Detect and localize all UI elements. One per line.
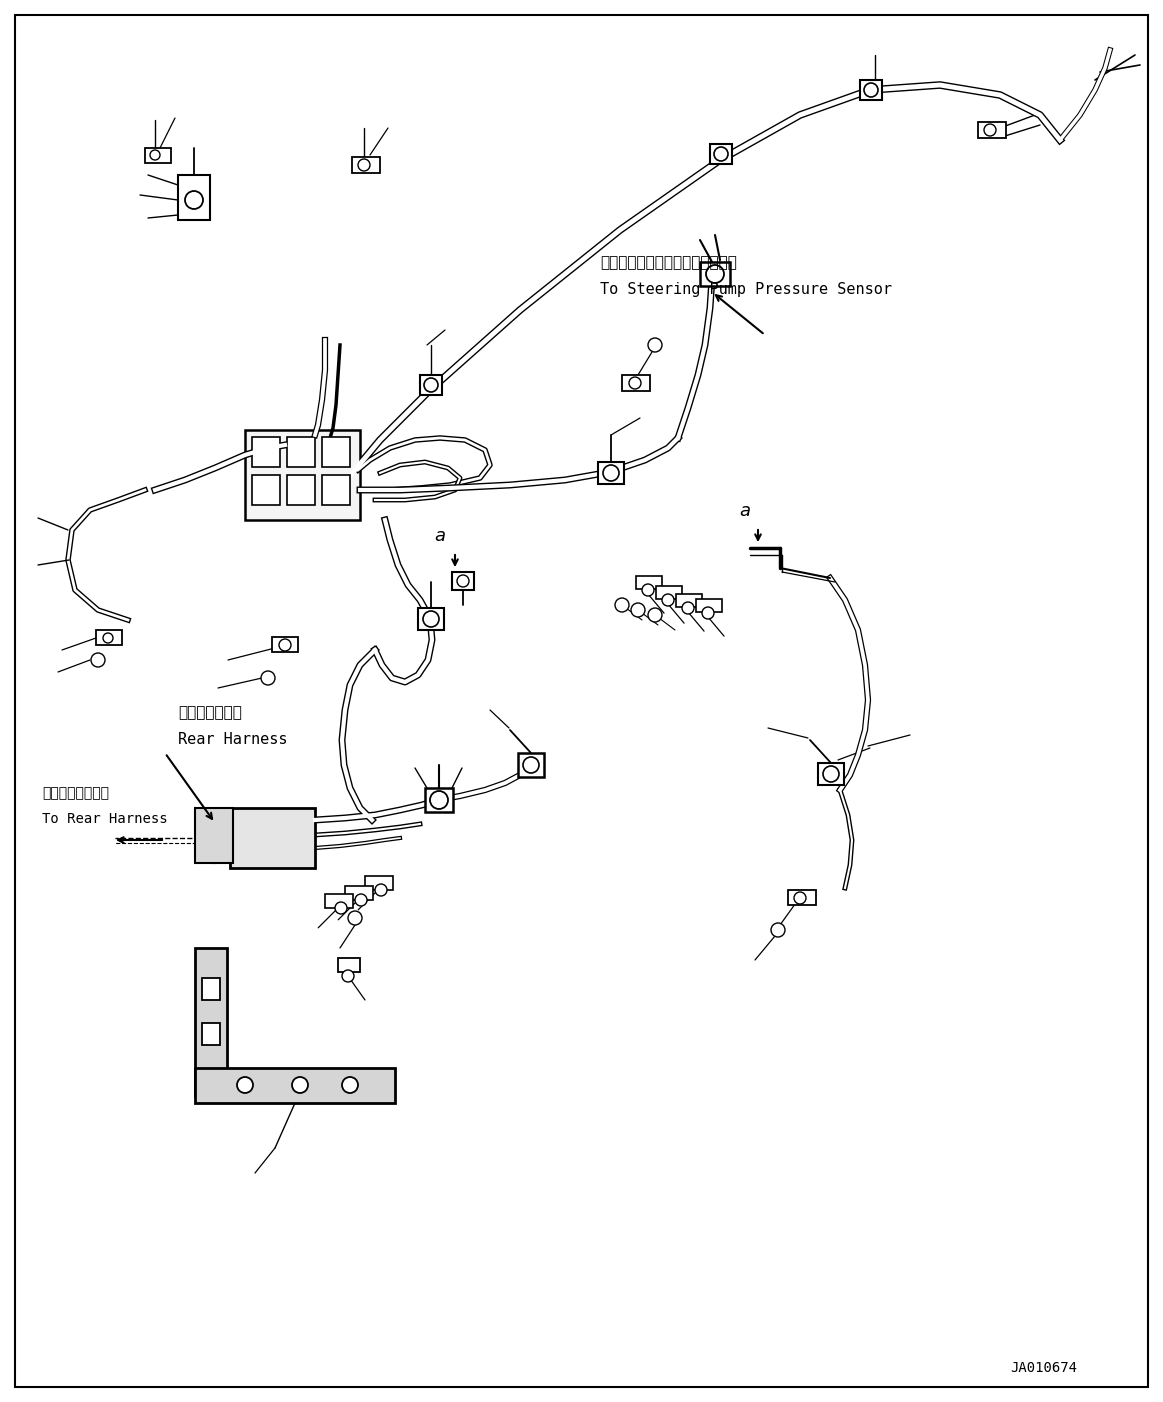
Bar (322, 475, 350, 505)
Bar (345, 886, 373, 900)
Circle shape (358, 158, 370, 171)
Bar (978, 122, 1006, 137)
Circle shape (348, 911, 362, 925)
Text: a: a (740, 502, 750, 520)
Circle shape (771, 923, 785, 937)
Circle shape (642, 585, 654, 596)
Text: Rear Harness: Rear Harness (178, 732, 287, 747)
Circle shape (648, 338, 662, 352)
Circle shape (823, 765, 839, 782)
Circle shape (261, 672, 274, 686)
Bar (818, 763, 844, 785)
Bar (709, 144, 732, 164)
Circle shape (424, 379, 438, 393)
Bar (252, 437, 280, 467)
Bar (178, 175, 211, 220)
Text: JA010674: JA010674 (1009, 1361, 1077, 1375)
Circle shape (632, 603, 645, 617)
Circle shape (335, 901, 347, 914)
Bar (789, 890, 816, 906)
Bar (676, 594, 702, 607)
Circle shape (706, 265, 725, 283)
Bar (287, 475, 315, 505)
Bar (245, 430, 361, 520)
Circle shape (355, 894, 368, 906)
Circle shape (602, 465, 619, 481)
Text: To Rear Harness: To Rear Harness (42, 812, 167, 826)
Bar (272, 637, 298, 652)
Bar (700, 262, 730, 286)
Circle shape (185, 191, 204, 209)
Bar (324, 894, 354, 908)
Circle shape (702, 607, 714, 620)
Circle shape (615, 599, 629, 613)
Text: To Steering Pump Pressure Sensor: To Steering Pump Pressure Sensor (600, 282, 892, 297)
Bar (859, 80, 882, 100)
Bar (145, 149, 171, 163)
Bar (656, 586, 682, 599)
Bar (452, 572, 475, 590)
Bar (322, 437, 350, 467)
Circle shape (457, 575, 469, 587)
Bar (97, 629, 122, 645)
Circle shape (342, 970, 354, 981)
Circle shape (648, 608, 662, 622)
Circle shape (662, 594, 675, 606)
Bar (418, 608, 444, 629)
Circle shape (423, 611, 438, 627)
Bar (252, 475, 280, 505)
Bar (195, 808, 233, 864)
Circle shape (91, 653, 105, 667)
Circle shape (374, 885, 387, 896)
Circle shape (523, 757, 538, 773)
Circle shape (150, 150, 160, 160)
Circle shape (629, 377, 641, 388)
Circle shape (279, 639, 291, 651)
Circle shape (342, 1077, 358, 1094)
Text: a: a (435, 527, 445, 545)
Bar (338, 958, 361, 972)
Text: ステアリングポンプ圧力センサへ: ステアリングポンプ圧力センサへ (600, 255, 737, 271)
Bar (598, 463, 625, 484)
Circle shape (682, 601, 694, 614)
Bar (202, 979, 220, 1000)
Circle shape (794, 892, 806, 904)
Circle shape (984, 123, 996, 136)
Bar (518, 753, 544, 777)
Bar (287, 437, 315, 467)
Text: リヤーハーネス: リヤーハーネス (178, 705, 242, 721)
Bar (695, 599, 722, 613)
Bar (202, 1023, 220, 1044)
Circle shape (292, 1077, 308, 1094)
Bar (420, 374, 442, 395)
Bar (622, 374, 650, 391)
Circle shape (237, 1077, 254, 1094)
Circle shape (430, 791, 448, 809)
Bar (195, 948, 227, 1096)
Bar (424, 788, 454, 812)
Bar (195, 1068, 395, 1103)
Bar (352, 157, 380, 172)
Circle shape (104, 632, 113, 644)
Circle shape (864, 83, 878, 97)
Bar (230, 808, 315, 868)
Bar (636, 576, 662, 589)
Bar (365, 876, 393, 890)
Text: リヤーハーネスへ: リヤーハーネスへ (42, 787, 109, 801)
Circle shape (714, 147, 728, 161)
